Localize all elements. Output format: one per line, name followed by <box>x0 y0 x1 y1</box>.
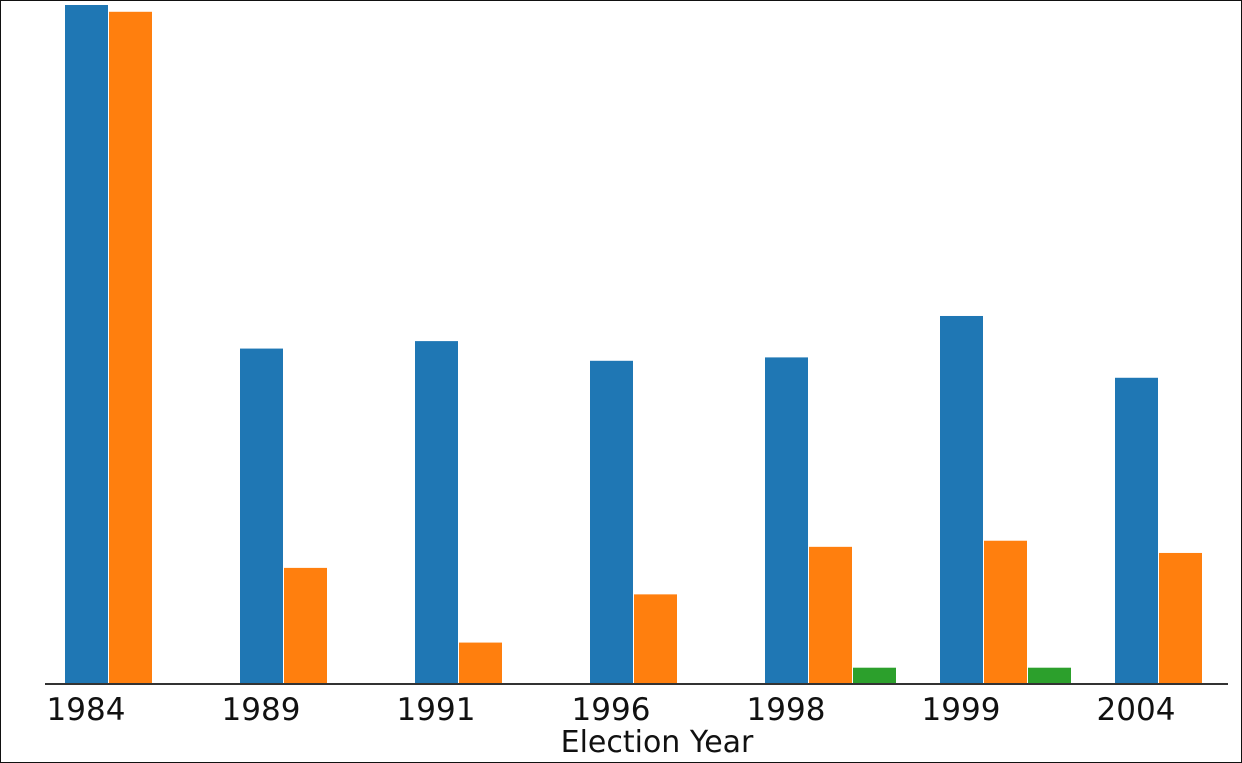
x-tick-label: 2004 <box>1097 692 1176 728</box>
x-tick-label: 1991 <box>397 692 476 728</box>
x-tick-label: 1989 <box>222 692 301 728</box>
bars-group <box>65 5 1202 685</box>
x-tick-labels: 1984 1989 1991 1996 1998 1999 2004 <box>47 692 1176 728</box>
bar-1996-series-2 <box>634 594 677 684</box>
bar-1998-series-1 <box>765 357 808 684</box>
x-tick-label: 1999 <box>922 692 1001 728</box>
x-tick-label: 1998 <box>747 692 826 728</box>
bar-2004-series-1 <box>1115 377 1158 684</box>
bar-1989-series-2 <box>284 567 327 684</box>
x-tick-label: 1984 <box>47 692 126 728</box>
bar-1999-series-3 <box>1028 667 1071 684</box>
x-tick-label: 1996 <box>572 692 651 728</box>
x-axis-label: Election Year <box>561 725 754 760</box>
bar-1991-series-1 <box>415 341 458 684</box>
bar-1989-series-1 <box>240 348 283 684</box>
bar-1984-series-1 <box>65 5 108 684</box>
bar-1998-series-3 <box>853 667 896 684</box>
bar-1999-series-2 <box>984 540 1027 684</box>
bar-1991-series-2 <box>459 642 502 684</box>
bar-1998-series-2 <box>809 546 852 684</box>
bar-2004-series-2 <box>1159 552 1202 684</box>
bar-1984-series-2 <box>109 11 152 685</box>
bar-1996-series-1 <box>590 360 633 684</box>
bar-1999-series-1 <box>940 315 983 684</box>
